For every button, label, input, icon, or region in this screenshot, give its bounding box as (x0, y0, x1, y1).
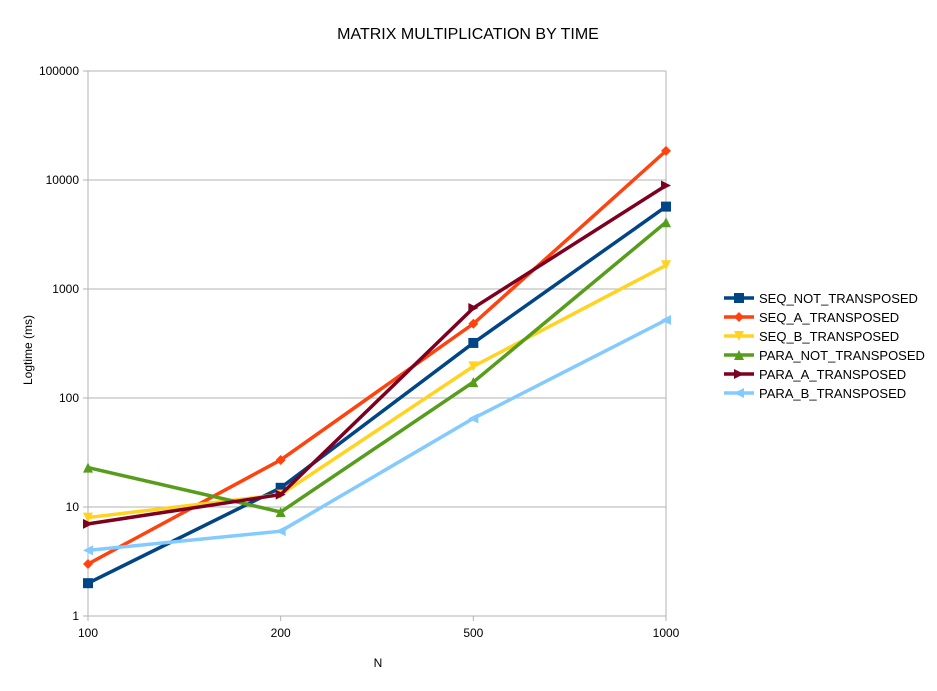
series-line (87, 220, 668, 514)
legend-label: SEQ_A_TRANSPOSED (759, 310, 899, 325)
data-point (468, 377, 479, 388)
data-point (83, 462, 93, 473)
series-para-a-transposed (83, 180, 671, 529)
series-line (87, 149, 668, 566)
legend-label: PARA_A_TRANSPOSED (759, 367, 906, 382)
data-point (661, 260, 671, 271)
data-point (275, 506, 286, 517)
data-point (83, 578, 93, 589)
plot-frame (87, 70, 667, 617)
data-point (275, 489, 286, 500)
data-point (275, 482, 286, 493)
data-point (275, 454, 286, 465)
x-tick-label: 200 (271, 626, 291, 640)
data-point (468, 413, 479, 424)
y-tick-label: 100000 (39, 64, 79, 78)
y-tick-label: 100 (59, 391, 79, 405)
x-tick-label: 100 (78, 626, 98, 640)
x-axis-ticks: 100 200 500 1000 (78, 626, 680, 640)
y-tick-label: 1000 (52, 282, 79, 296)
series-seq-b-transposed (83, 260, 671, 523)
series-para-b-transposed (83, 314, 671, 556)
data-point (661, 217, 671, 228)
legend-marker (734, 388, 744, 398)
data-point (661, 201, 671, 212)
data-point (661, 180, 671, 191)
series-line (87, 184, 667, 526)
data-point (661, 314, 671, 325)
legend-label: PARA_NOT_TRANSPOSED (759, 348, 925, 363)
series-line (87, 205, 668, 585)
data-point (468, 337, 479, 348)
data-point (83, 558, 93, 569)
series-line (87, 263, 667, 520)
data-point (468, 361, 479, 372)
y-tick-label: 10000 (46, 173, 80, 187)
data-point (83, 512, 93, 523)
legend-marker (734, 331, 744, 341)
series-line (87, 318, 667, 553)
legend-label: PARA_B_TRANSPOSED (759, 386, 906, 401)
legend-item: PARA_NOT_TRANSPOSED (724, 348, 925, 363)
data-point (83, 545, 93, 556)
series-seq-not-transposed (83, 201, 671, 589)
legend-marker (734, 369, 744, 379)
legend-item: SEQ_A_TRANSPOSED (724, 310, 899, 325)
legend-item: PARA_A_TRANSPOSED (724, 367, 906, 382)
data-point (275, 526, 286, 537)
data-point (661, 145, 671, 156)
series-para-not-transposed (83, 217, 671, 517)
legend-marker (734, 312, 744, 322)
x-tick-label: 500 (463, 626, 483, 640)
chart-title: MATRIX MULTIPLICATION BY TIME (337, 26, 599, 43)
legend-label: SEQ_B_TRANSPOSED (759, 329, 899, 344)
x-axis-label: N (374, 656, 383, 670)
series-lines (83, 145, 671, 589)
data-point (83, 518, 93, 529)
legend-item: SEQ_NOT_TRANSPOSED (724, 291, 918, 306)
legend-marker (734, 293, 744, 303)
legend: SEQ_NOT_TRANSPOSED SEQ_A_TRANSPOSED SEQ_B_… (724, 291, 925, 401)
data-point (468, 318, 479, 329)
data-point (468, 302, 479, 313)
y-tick-label: 10 (66, 500, 80, 514)
legend-item: SEQ_B_TRANSPOSED (724, 329, 899, 344)
legend-marker (734, 350, 744, 360)
series-seq-a-transposed (83, 145, 671, 569)
x-tick-label: 1000 (653, 626, 680, 640)
y-tick-label: 1 (72, 609, 79, 623)
gridlines (83, 70, 667, 621)
legend-label: SEQ_NOT_TRANSPOSED (759, 291, 918, 306)
y-axis-ticks: 1 10 100 1000 10000 100000 (39, 64, 79, 623)
legend-item: PARA_B_TRANSPOSED (724, 386, 906, 401)
y-axis-label: Logtime (ms) (21, 315, 35, 385)
